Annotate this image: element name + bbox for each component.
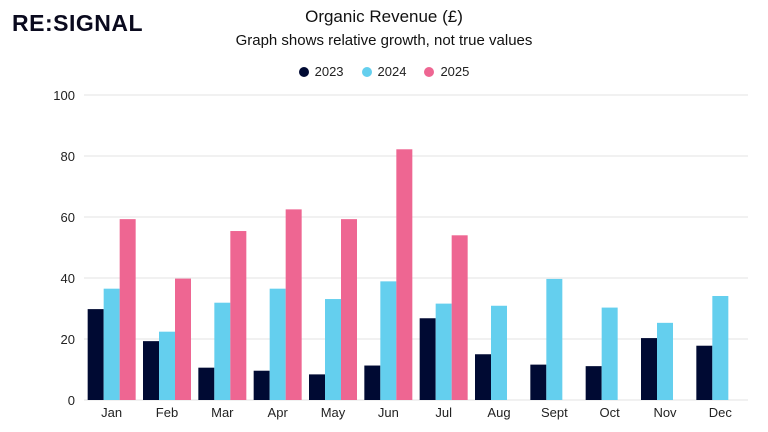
bar-2025-feb[interactable] <box>175 278 191 400</box>
bar-2025-jan[interactable] <box>119 219 136 400</box>
y-tick-label-80: 80 <box>61 149 75 164</box>
bar-2024-dec[interactable] <box>712 295 729 400</box>
x-tick-label-sept: Sept <box>541 405 568 420</box>
x-tick-label-dec: Dec <box>709 405 733 420</box>
bar-2023-nov[interactable] <box>641 338 657 400</box>
legend-item-2025[interactable]: 2025 <box>424 64 469 79</box>
legend-label-2023: 2023 <box>314 64 344 79</box>
bar-2024-nov[interactable] <box>657 322 673 400</box>
bar-2023-jul[interactable] <box>419 318 436 400</box>
bar-2023-apr[interactable] <box>253 370 270 400</box>
bar-2025-jul[interactable] <box>451 235 468 400</box>
bars <box>87 149 729 400</box>
legend-item-2023[interactable]: 2023 <box>298 64 344 79</box>
bar-2023-sept[interactable] <box>530 364 547 400</box>
legend-item-2024[interactable]: 2024 <box>361 64 407 79</box>
legend-label-2024: 2024 <box>377 64 407 79</box>
x-tick-label-oct: Oct <box>600 405 621 420</box>
chart-legend: 2023 2024 2025 <box>0 64 768 79</box>
legend-swatch-2023 <box>298 66 309 77</box>
x-axis-ticks: Jan Feb Mar Apr May Jun Jul Aug Sept Oct Nov Dec <box>101 405 732 420</box>
legend-swatch-2025 <box>424 66 435 77</box>
bar-2023-feb[interactable] <box>143 341 159 400</box>
bar-2024-sept[interactable] <box>546 278 563 400</box>
chart-title: Organic Revenue (£) <box>305 7 463 26</box>
y-tick-label-40: 40 <box>61 271 75 286</box>
bar-2024-aug[interactable] <box>491 305 507 400</box>
bar-2024-jun[interactable] <box>380 281 397 400</box>
chart-subtitle: Graph shows relative growth, not true va… <box>235 32 533 49</box>
x-tick-label-apr: Apr <box>268 405 289 420</box>
bar-2024-oct[interactable] <box>601 307 618 400</box>
bar-2023-dec[interactable] <box>696 345 713 400</box>
x-tick-label-mar: Mar <box>211 405 234 420</box>
x-tick-label-jul: Jul <box>435 405 452 420</box>
bar-2025-jun[interactable] <box>396 149 413 400</box>
bar-2024-feb[interactable] <box>159 331 175 400</box>
x-tick-label-jun: Jun <box>378 405 399 420</box>
bar-2025-mar[interactable] <box>230 231 247 400</box>
y-tick-label-20: 20 <box>61 332 75 347</box>
y-tick-label-60: 60 <box>61 210 75 225</box>
bar-2024-apr[interactable] <box>269 288 286 400</box>
x-tick-label-feb: Feb <box>156 405 178 420</box>
legend-label-2025: 2025 <box>440 64 470 79</box>
x-tick-label-aug: Aug <box>487 405 510 420</box>
y-tick-label-100: 100 <box>53 88 75 103</box>
y-axis-ticks: 0 20 40 60 80 100 <box>53 88 75 408</box>
bar-2024-jan[interactable] <box>103 288 120 400</box>
bar-2024-may[interactable] <box>325 299 341 400</box>
bar-2023-jun[interactable] <box>364 365 381 400</box>
x-tick-label-may: May <box>321 405 346 420</box>
bar-2024-jul[interactable] <box>435 303 452 400</box>
y-tick-label-0: 0 <box>68 393 75 408</box>
bar-2025-may[interactable] <box>341 219 357 400</box>
bar-2023-mar[interactable] <box>198 367 215 400</box>
x-tick-label-jan: Jan <box>101 405 122 420</box>
bar-2024-mar[interactable] <box>214 302 231 400</box>
bar-2023-may[interactable] <box>309 374 325 400</box>
brand-logo: RE:SIGNAL <box>12 10 143 36</box>
bar-2023-jan[interactable] <box>87 309 104 400</box>
legend-swatch-2024 <box>361 66 372 77</box>
bar-2023-oct[interactable] <box>585 366 602 400</box>
bar-2023-aug[interactable] <box>475 354 491 400</box>
bar-2025-apr[interactable] <box>285 209 302 400</box>
grid-lines <box>84 94 748 401</box>
x-tick-label-nov: Nov <box>653 405 677 420</box>
